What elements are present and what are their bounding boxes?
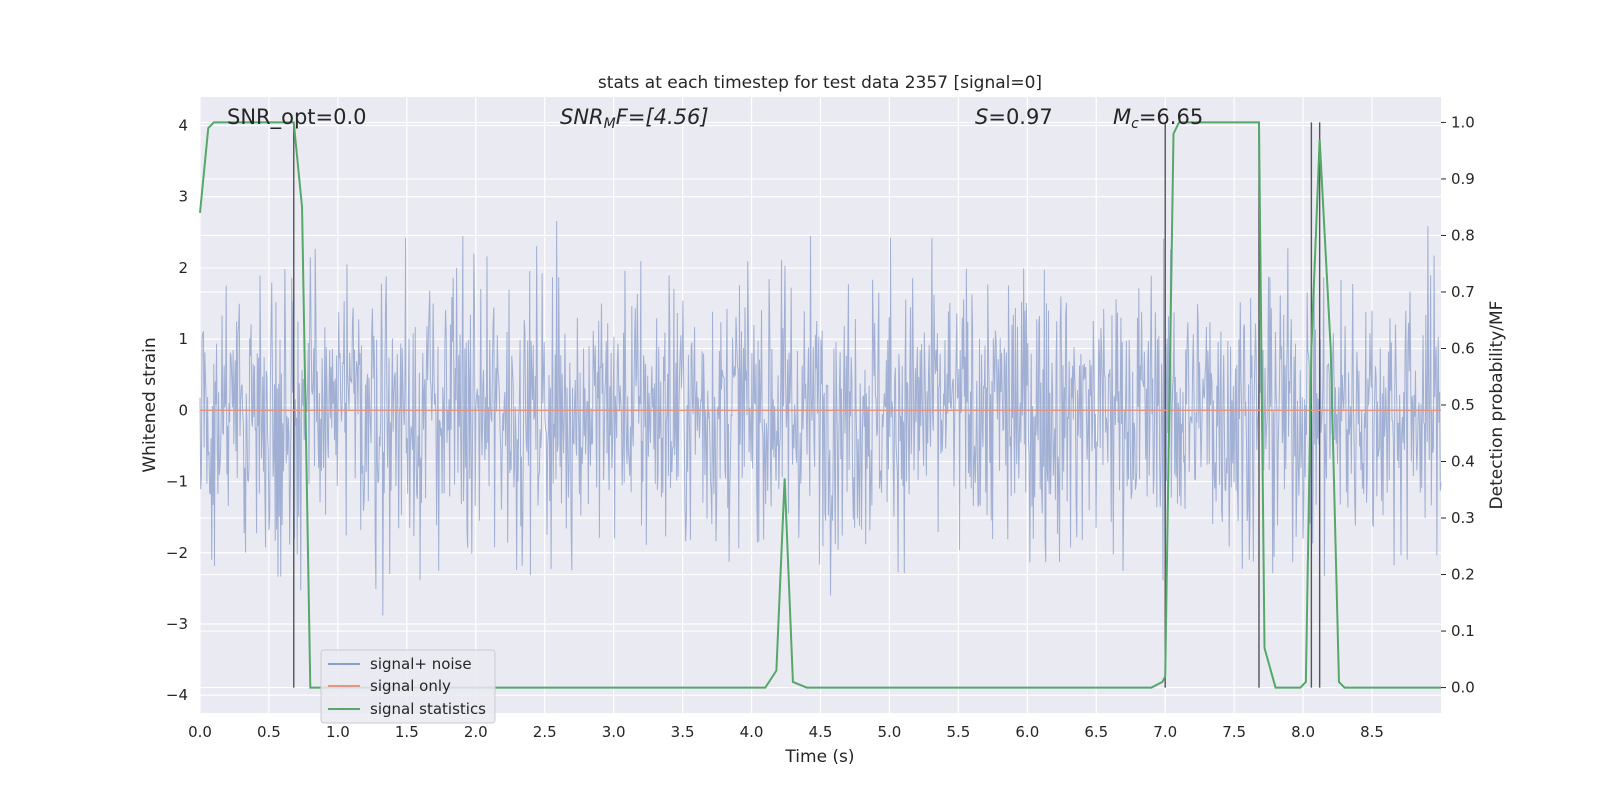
x-tick-label: 2.5 bbox=[533, 723, 557, 741]
y-tick-label-right: 0.5 bbox=[1451, 396, 1475, 414]
x-tick-label: 4.0 bbox=[740, 723, 764, 741]
x-tick-label: 3.0 bbox=[602, 723, 626, 741]
tick-labels: 0.0 0.5 1.0 1.5 2.0 2.5 3.0 3.5 4.0 4.5 5.0 5.5 6.0 6… bbox=[166, 113, 1475, 741]
y-tick-label-right: 0.7 bbox=[1451, 283, 1475, 301]
y-tick-label-right: 0.1 bbox=[1451, 622, 1475, 640]
legend-label-signal-statistics: signal statistics bbox=[370, 700, 486, 718]
series-signal-statistics bbox=[199, 121, 1441, 689]
y-tick-label-right: 0.9 bbox=[1451, 170, 1475, 188]
y-tick-label-left: −1 bbox=[166, 473, 188, 491]
x-tick-label: 4.5 bbox=[809, 723, 833, 741]
x-tick-label: 3.5 bbox=[671, 723, 695, 741]
chart-title: stats at each timestep for test data 235… bbox=[598, 73, 1042, 93]
line-series bbox=[199, 121, 1441, 689]
annotation-mc: Mc=6.65 bbox=[1113, 105, 1203, 132]
y-tick-label-left: −3 bbox=[166, 615, 188, 633]
y-tick-label-left: 1 bbox=[178, 330, 188, 348]
x-tick-label: 1.0 bbox=[326, 723, 350, 741]
y-tick-label-right: 0.8 bbox=[1451, 226, 1475, 244]
x-tick-label: 8.5 bbox=[1360, 723, 1384, 741]
legend: signal+ noise signal only signal statist… bbox=[320, 649, 496, 724]
y-tick-label-left: −2 bbox=[166, 544, 188, 562]
legend-label-signal-only: signal only bbox=[370, 677, 451, 695]
y-tick-label-right: 0.6 bbox=[1451, 339, 1475, 357]
series-signal-noise bbox=[199, 221, 1442, 616]
x-tick-label: 2.0 bbox=[464, 723, 488, 741]
legend-box bbox=[320, 649, 496, 724]
x-tick-label: 5.5 bbox=[946, 723, 970, 741]
x-axis-label: Time (s) bbox=[784, 747, 854, 767]
x-tick-label: 7.0 bbox=[1153, 723, 1177, 741]
y-tick-label-right: 0.3 bbox=[1451, 509, 1475, 527]
x-tick-label: 7.5 bbox=[1222, 723, 1246, 741]
y-tick-label-left: 2 bbox=[178, 259, 188, 277]
x-tick-label: 5.0 bbox=[878, 723, 902, 741]
legend-label-signal-noise: signal+ noise bbox=[370, 655, 472, 673]
x-tick-label: 8.0 bbox=[1291, 723, 1315, 741]
y-tick-label-right: 0.4 bbox=[1451, 453, 1475, 471]
y-tick-label-right: 0.2 bbox=[1451, 566, 1475, 584]
y-axis-label-right: Detection probability/MF bbox=[1487, 301, 1507, 510]
x-tick-label: 6.0 bbox=[1015, 723, 1039, 741]
y-tick-label-left: 3 bbox=[178, 188, 188, 206]
x-tick-label: 0.5 bbox=[257, 723, 281, 741]
y-tick-label-right: 0.0 bbox=[1451, 679, 1475, 697]
y-tick-label-left: 0 bbox=[178, 401, 188, 419]
annotation-snr-opt: SNR_opt=0.0 bbox=[227, 105, 367, 130]
y-axis-label-left: Whitened strain bbox=[140, 337, 160, 472]
x-tick-label: 6.5 bbox=[1084, 723, 1108, 741]
annotation-s: S=0.97 bbox=[975, 105, 1053, 129]
y-tick-label-left: 4 bbox=[178, 116, 188, 134]
y-tick-label-right: 1.0 bbox=[1451, 113, 1475, 131]
x-tick-label: 1.5 bbox=[395, 723, 419, 741]
y-tick-label-left: −4 bbox=[166, 686, 188, 704]
annotation-snr-mf: SNRMF=[4.56] bbox=[560, 105, 709, 132]
x-tick-label: 0.0 bbox=[188, 723, 212, 741]
signal-noise-series bbox=[199, 221, 1442, 616]
